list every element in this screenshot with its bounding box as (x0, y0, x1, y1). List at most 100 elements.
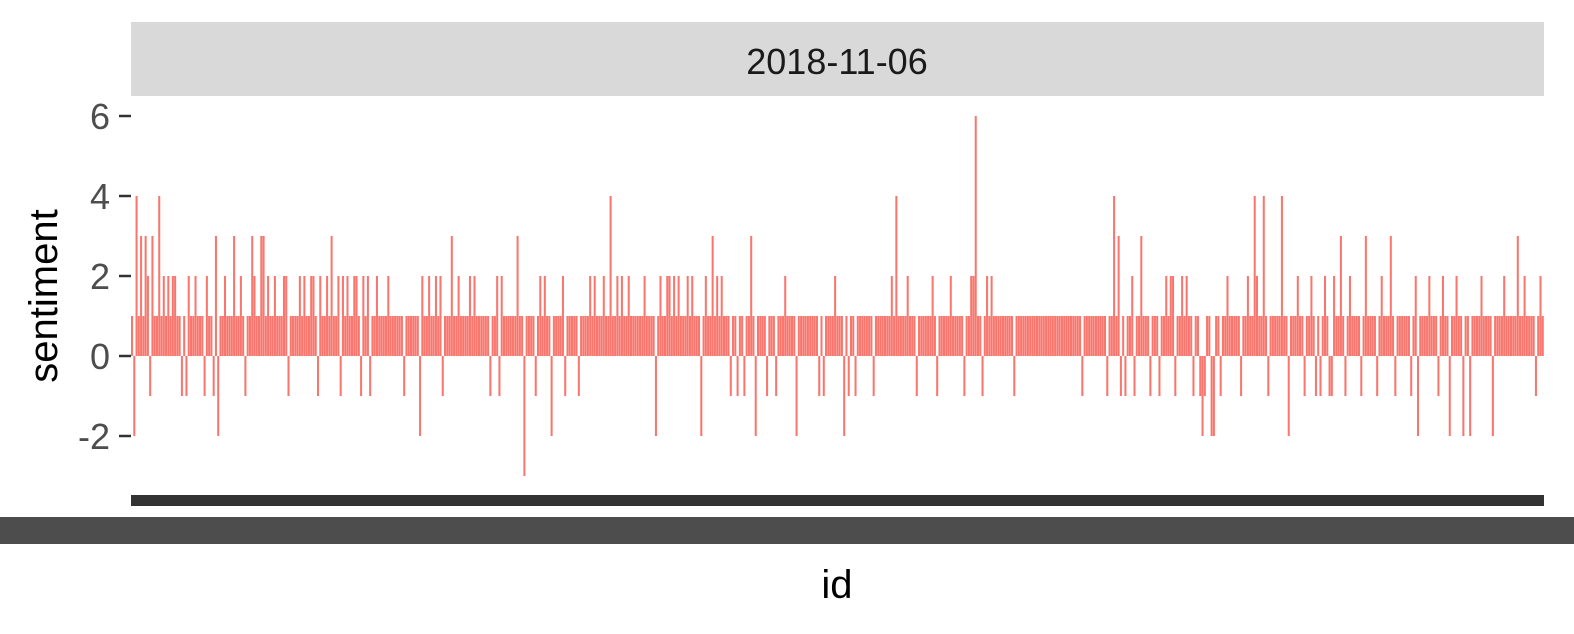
bar (818, 356, 821, 396)
bar (947, 316, 950, 356)
bar (473, 276, 476, 356)
bar (1158, 356, 1161, 396)
bar (997, 316, 1000, 356)
bar (373, 316, 376, 356)
bar (1326, 316, 1329, 356)
bar (1149, 356, 1152, 396)
bar (328, 316, 331, 356)
bar (1040, 316, 1043, 356)
bar (1337, 316, 1340, 356)
bar (743, 356, 746, 396)
bar (1244, 316, 1247, 356)
bar (512, 316, 515, 356)
bar (1398, 316, 1401, 356)
bar (498, 356, 501, 396)
bar (514, 316, 517, 356)
bar (1199, 356, 1202, 396)
bar (1267, 356, 1270, 396)
bar (1525, 316, 1528, 356)
bar (1117, 236, 1120, 356)
bar (831, 316, 834, 356)
bar (1233, 316, 1236, 356)
bar (400, 316, 403, 356)
bar (1457, 316, 1460, 356)
bar (559, 316, 562, 356)
bar (131, 316, 134, 356)
bar (1478, 316, 1481, 356)
x-axis-title: id (821, 563, 852, 607)
bar (668, 276, 671, 356)
bar (1140, 236, 1143, 356)
bar (239, 276, 242, 356)
bar (693, 316, 696, 356)
bar (770, 316, 773, 356)
bar (1358, 316, 1361, 356)
bar (886, 316, 889, 356)
bar (169, 316, 172, 356)
bar (1031, 316, 1034, 356)
bar (1187, 316, 1190, 356)
bar (1169, 276, 1172, 356)
bar (548, 316, 551, 356)
bar (1126, 316, 1129, 356)
bar (1162, 316, 1166, 356)
bar (516, 236, 519, 356)
bar (654, 356, 657, 436)
bar (226, 316, 229, 356)
bar (815, 316, 818, 356)
bar (795, 356, 798, 436)
bar (351, 316, 354, 356)
bar (1333, 276, 1336, 356)
bar (346, 276, 349, 356)
bar (595, 316, 598, 356)
bar (648, 316, 651, 356)
bar (1090, 316, 1093, 356)
bar (1441, 276, 1444, 356)
bar (1020, 316, 1023, 356)
bar (176, 316, 179, 356)
bar (1394, 356, 1397, 396)
bar (1475, 316, 1478, 356)
bar (963, 356, 966, 396)
bar (214, 236, 217, 356)
bar (1006, 316, 1009, 356)
bar (378, 316, 381, 356)
bar (1235, 316, 1238, 356)
bar (825, 316, 828, 356)
bar (398, 316, 401, 356)
bar (332, 316, 335, 356)
bar (938, 316, 941, 356)
bar (414, 316, 417, 356)
bar (527, 316, 530, 356)
bar (453, 316, 456, 356)
bar (1346, 316, 1349, 356)
bar (1219, 356, 1222, 396)
bar (1237, 316, 1240, 356)
bar (391, 316, 394, 356)
bar (1085, 316, 1088, 356)
bar (448, 316, 451, 356)
bar (1519, 316, 1522, 356)
bar (781, 316, 784, 356)
bar (496, 276, 499, 356)
bar (566, 316, 569, 356)
bar (1124, 356, 1127, 396)
bar (784, 276, 787, 356)
bar (1496, 316, 1499, 356)
bar (165, 316, 168, 356)
bar (233, 236, 236, 356)
y-tick-label: 2 (90, 256, 110, 297)
bar (1015, 316, 1018, 356)
bar (1196, 316, 1200, 356)
bar (691, 276, 694, 356)
bar (1446, 316, 1449, 356)
bar (1172, 276, 1175, 356)
bar (1183, 316, 1186, 356)
bar (500, 276, 503, 356)
bar (407, 316, 410, 356)
bar (385, 316, 388, 356)
bar (493, 316, 496, 356)
bar (1201, 356, 1204, 436)
bar (575, 316, 578, 356)
bar (267, 276, 270, 356)
